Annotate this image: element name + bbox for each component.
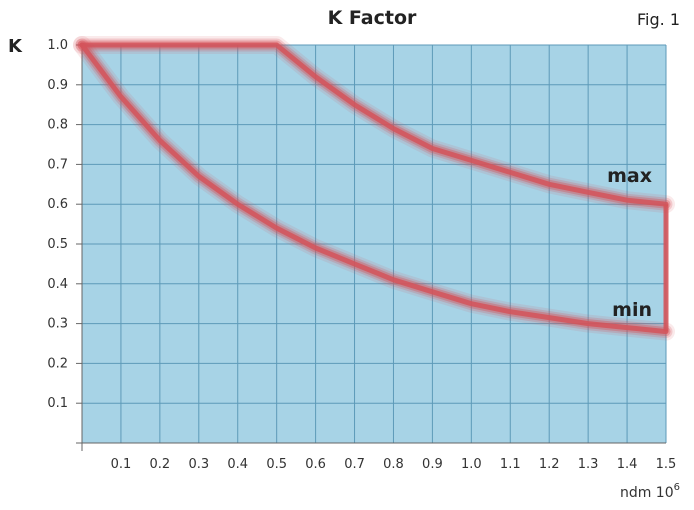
x-axis-label-exponent: 6 [674, 482, 680, 493]
y-tick-label: 0.5 [47, 237, 68, 252]
x-tick-label: 1.3 [578, 457, 599, 472]
chart-title: K Factor [328, 7, 417, 29]
x-tick-label: 1.2 [539, 457, 560, 472]
axes [76, 44, 666, 451]
y-tick-label: 0.9 [47, 78, 68, 93]
y-tick-label: 0.6 [47, 197, 68, 212]
x-tick-label: 0.2 [150, 457, 171, 472]
series-max-stroke [79, 42, 669, 207]
x-tick-label: 1.1 [500, 457, 521, 472]
y-tick-label: 0.7 [47, 157, 68, 172]
y-tick-labels: 0.1 0.2 0.3 0.4 0.5 0.6 0.7 0.8 0.9 1.0 [47, 38, 68, 411]
x-axis-unit-label: ndm 106 [620, 482, 680, 501]
y-tick-label: 0.1 [47, 396, 68, 411]
figure-label: Fig. 1 [637, 10, 680, 29]
series-min-line [73, 36, 675, 341]
x-tick-label: 0.5 [266, 457, 287, 472]
x-tick-label: 1.5 [656, 457, 677, 472]
series-max-line [73, 36, 675, 214]
x-tick-label: 0.8 [383, 457, 404, 472]
x-tick-label: 1.4 [617, 457, 638, 472]
x-tick-label: 1.0 [461, 457, 482, 472]
y-tick-label: 0.4 [47, 277, 68, 292]
x-tick-labels: 0.1 0.2 0.3 0.4 0.5 0.6 0.7 0.8 0.9 1.0 1.1 1.2 1.3 1… [111, 457, 677, 472]
x-tick-label: 0.9 [422, 457, 443, 472]
x-tick-label: 0.7 [344, 457, 365, 472]
x-axis-label: ndm 10 [620, 485, 674, 501]
series-label-min: min [612, 299, 652, 321]
x-tick-label: 0.3 [188, 457, 209, 472]
y-tick-label: 1.0 [47, 38, 68, 53]
x-tick-label: 0.1 [111, 457, 132, 472]
x-tick-label: 0.6 [305, 457, 326, 472]
y-tick-label: 0.2 [47, 356, 68, 371]
series-label-max: max [607, 165, 652, 187]
y-tick-label: 0.8 [47, 118, 68, 133]
x-tick-label: 0.4 [227, 457, 248, 472]
series-min-stroke [79, 42, 669, 335]
y-tick-label: 0.3 [47, 317, 68, 332]
series-layer [73, 36, 675, 341]
y-axis-label: K [8, 36, 23, 57]
